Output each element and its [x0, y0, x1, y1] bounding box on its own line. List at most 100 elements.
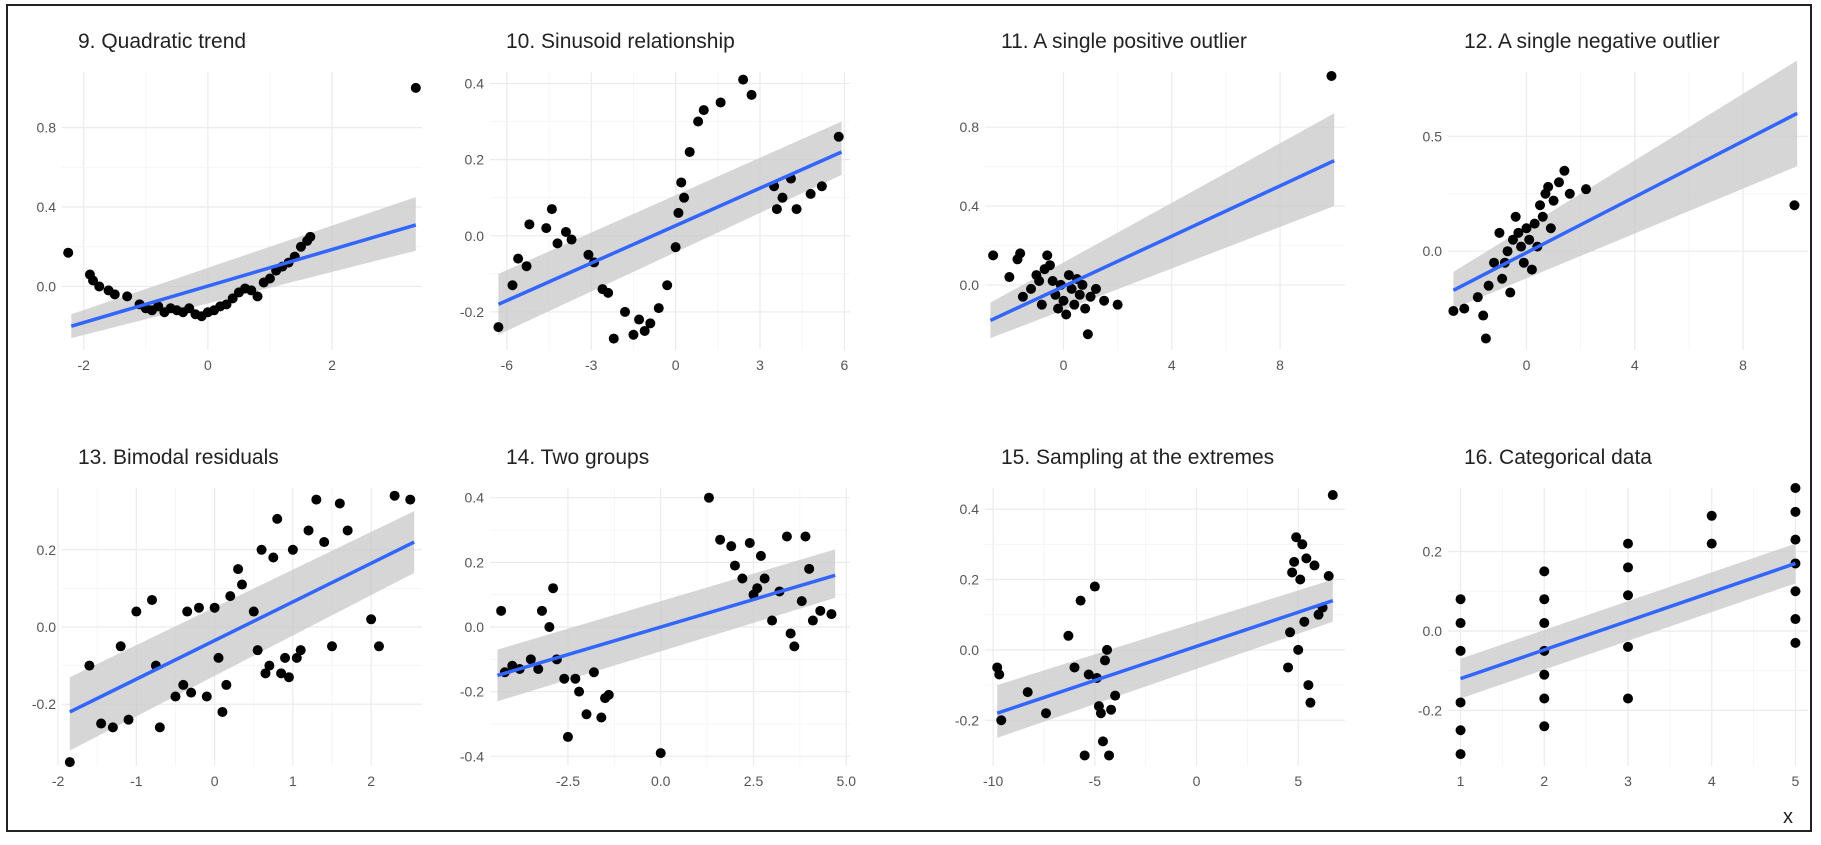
data-point: [405, 494, 416, 505]
data-point: [1529, 218, 1540, 229]
data-point: [789, 641, 800, 652]
data-point: [147, 594, 157, 605]
data-point: [1017, 291, 1028, 302]
data-point: [109, 289, 120, 300]
data-point: [1535, 200, 1546, 211]
data-point: [777, 192, 788, 203]
data-point: [603, 689, 614, 700]
regression-line: [1459, 561, 1797, 681]
panel-8: 16. Categorical data 1 2 3 4 5 -0.2 0.0 0.2: [1418, 446, 1808, 789]
data-point: [1061, 309, 1072, 320]
data-point: [1537, 211, 1548, 222]
data-point: [1459, 303, 1470, 314]
data-point: [1004, 272, 1015, 283]
data-point: [1104, 750, 1115, 761]
data-point: [303, 525, 314, 536]
x-tick-label: 3: [1624, 773, 1632, 789]
data-point: [493, 322, 504, 333]
data-point: [256, 544, 267, 555]
data-point: [1090, 283, 1101, 294]
data-point: [791, 204, 802, 215]
data-point: [1063, 270, 1074, 281]
panel-title: 15. Sampling at the extremes: [1001, 446, 1274, 469]
data-point: [574, 686, 585, 697]
x-tick-label: 1: [289, 773, 297, 789]
y-tick-label: -0.2: [460, 684, 484, 700]
data-point: [816, 181, 827, 192]
data-point: [684, 146, 695, 157]
data-point: [1513, 227, 1524, 238]
data-point: [389, 490, 400, 501]
x-tick-label: 0: [1523, 357, 1531, 373]
data-point: [1448, 305, 1459, 316]
data-point: [524, 219, 535, 230]
data-point: [1066, 283, 1077, 294]
y-tick-label: 0.4: [960, 198, 980, 214]
data-point: [252, 645, 263, 656]
data-point: [225, 591, 236, 602]
data-point: [1041, 708, 1052, 719]
x-tick-label: 5: [1294, 773, 1302, 789]
data-point: [755, 550, 766, 561]
data-point: [1790, 483, 1801, 493]
data-point: [670, 242, 681, 253]
data-point: [1083, 669, 1094, 680]
y-tick-label: 0.0: [960, 277, 980, 293]
data-point: [1295, 574, 1306, 585]
data-point: [1022, 687, 1033, 698]
data-point: [1480, 333, 1491, 344]
data-point: [280, 652, 291, 663]
data-point: [771, 204, 782, 215]
panel-5: 13. Bimodal residuals -2 -1 0 1 2 -0.2 0.0 0.2: [32, 446, 422, 789]
data-point: [1058, 295, 1069, 306]
data-point: [744, 537, 755, 548]
data-point: [1526, 264, 1537, 275]
data-point: [496, 605, 507, 616]
data-point: [217, 706, 228, 717]
regression-line: [496, 573, 836, 678]
y-tick-label: 0.8: [960, 119, 980, 135]
x-tick-label: 0: [1193, 773, 1201, 789]
data-point: [1293, 644, 1304, 655]
data-point: [1564, 188, 1575, 199]
data-point: [311, 494, 322, 505]
data-point: [115, 641, 126, 652]
panel-2: 10. Sinusoid relationship -6 -3 0 3 6 -0.2 0.0 0…: [460, 30, 850, 373]
data-point: [1082, 329, 1093, 340]
y-tick-label: -0.2: [32, 696, 56, 712]
data-point: [746, 89, 757, 100]
data-point: [1063, 630, 1074, 641]
data-point: [1069, 299, 1080, 310]
data-point: [715, 97, 726, 108]
data-point: [260, 668, 271, 679]
data-point: [1502, 246, 1513, 257]
data-point: [1706, 538, 1717, 549]
data-point: [759, 573, 770, 584]
data-point: [233, 564, 244, 575]
data-point: [319, 537, 330, 548]
data-point: [1790, 534, 1801, 545]
data-point: [193, 602, 204, 613]
x-tick-label: 4: [1168, 357, 1176, 373]
data-point: [209, 602, 220, 613]
y-tick-label: 0.4: [37, 199, 57, 215]
y-tick-label: -0.4: [460, 748, 484, 764]
data-point: [994, 669, 1005, 680]
panel-title: 12. A single negative outlier: [1464, 30, 1720, 53]
confidence-band: [1453, 60, 1798, 309]
data-point: [1110, 690, 1121, 701]
x-tick-label: 2: [328, 357, 336, 373]
data-point: [559, 673, 570, 684]
x-tick-label: 5: [1792, 773, 1800, 789]
data-point: [1478, 310, 1489, 321]
data-point: [1505, 287, 1516, 298]
data-point: [1545, 223, 1556, 234]
data-point: [153, 301, 164, 312]
data-point: [94, 281, 105, 292]
y-tick-label: -0.2: [460, 304, 484, 320]
data-point: [628, 329, 639, 340]
data-point: [272, 513, 283, 524]
data-point: [63, 247, 74, 258]
data-point: [184, 303, 195, 314]
data-point: [544, 622, 555, 632]
